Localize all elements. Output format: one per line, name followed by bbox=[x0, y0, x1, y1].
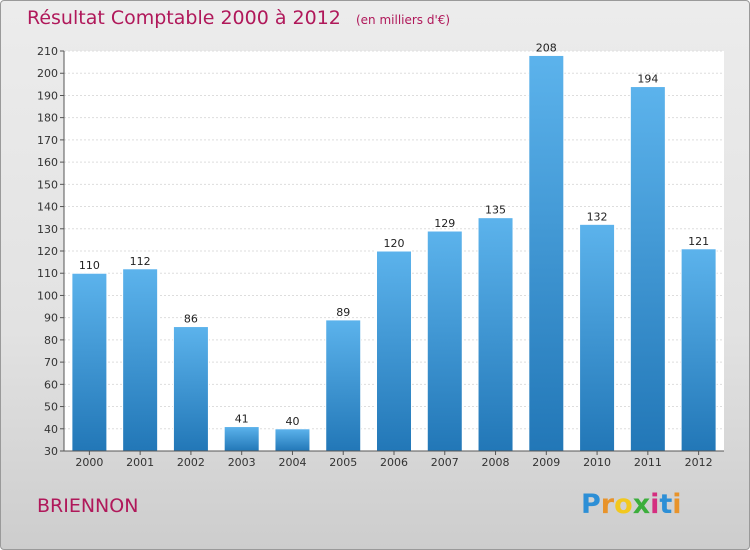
data-label-2007: 129 bbox=[434, 217, 455, 230]
town-name: BRIENNON bbox=[37, 495, 139, 517]
bar-2004 bbox=[274, 428, 311, 452]
bar-2009 bbox=[528, 54, 565, 452]
y-tick-label: 140 bbox=[37, 201, 58, 214]
data-label-2009: 208 bbox=[536, 41, 557, 54]
data-label-2004: 40 bbox=[285, 415, 299, 428]
y-tick-label: 120 bbox=[37, 245, 58, 258]
data-label-2002: 86 bbox=[184, 313, 198, 326]
data-label-2001: 112 bbox=[130, 255, 151, 268]
x-tick-label: 2006 bbox=[380, 456, 408, 469]
chart-title: Résultat Comptable 2000 à 2012 bbox=[27, 7, 341, 29]
data-label-2012: 121 bbox=[688, 235, 709, 248]
chart-subtitle: (en milliers d'€) bbox=[355, 13, 451, 27]
logo-letter: P bbox=[581, 489, 601, 520]
data-label-2008: 135 bbox=[485, 204, 506, 217]
y-tick-label: 170 bbox=[37, 134, 58, 147]
y-tick-label: 210 bbox=[37, 45, 58, 58]
data-label-2011: 194 bbox=[637, 73, 658, 86]
y-tick-label: 60 bbox=[44, 378, 58, 391]
data-label-2003: 41 bbox=[235, 413, 249, 426]
y-tick-label: 190 bbox=[37, 89, 58, 102]
data-label-2006: 120 bbox=[384, 237, 405, 250]
x-tick-label: 2009 bbox=[532, 456, 560, 469]
x-tick-label: 2005 bbox=[329, 456, 357, 469]
axes: 30 40 50 60 70 80 90 100 110 120 130 140 150 160 170 18… bbox=[37, 45, 724, 469]
bar-2001 bbox=[122, 268, 159, 452]
x-tick-label: 2012 bbox=[685, 456, 713, 469]
y-tick-label: 30 bbox=[44, 445, 58, 458]
data-label-2010: 132 bbox=[587, 210, 608, 223]
logo-letter: o bbox=[614, 489, 633, 520]
x-tick-label: 2001 bbox=[126, 456, 154, 469]
y-tick-label: 50 bbox=[44, 401, 58, 414]
logo-letter: i bbox=[672, 489, 682, 520]
x-tick-label: 2000 bbox=[75, 456, 103, 469]
logo-letter: i bbox=[650, 489, 660, 520]
x-tick-label: 2007 bbox=[431, 456, 459, 469]
bar-2000 bbox=[71, 272, 108, 452]
x-tick-label: 2004 bbox=[278, 456, 306, 469]
data-label-2000: 110 bbox=[79, 259, 100, 272]
y-tick-label: 130 bbox=[37, 223, 58, 236]
proxiti-logo: Proxiti bbox=[581, 489, 682, 520]
y-tick-label: 90 bbox=[44, 312, 58, 325]
bar-2012 bbox=[680, 248, 717, 452]
x-tick-label: 2002 bbox=[177, 456, 205, 469]
y-tick-label: 110 bbox=[37, 267, 58, 280]
y-tick-label: 150 bbox=[37, 178, 58, 191]
logo-letter: r bbox=[600, 489, 615, 520]
x-tick-label: 2010 bbox=[583, 456, 611, 469]
y-tick-label: 160 bbox=[37, 156, 58, 169]
data-label-2005: 89 bbox=[336, 306, 350, 319]
x-tick-label: 2011 bbox=[634, 456, 662, 469]
bar-2002 bbox=[172, 326, 209, 452]
x-tick-label: 2008 bbox=[482, 456, 510, 469]
y-tick-label: 40 bbox=[44, 423, 58, 436]
bar-2007 bbox=[426, 230, 463, 452]
logo-letter: x bbox=[632, 489, 651, 520]
bar-2011 bbox=[629, 86, 666, 452]
y-tick-label: 200 bbox=[37, 67, 58, 80]
bar-2003 bbox=[223, 426, 260, 452]
bar-2010 bbox=[579, 223, 616, 452]
x-tick-label: 2003 bbox=[228, 456, 256, 469]
logo-letter: t bbox=[659, 489, 673, 520]
y-tick-label: 100 bbox=[37, 289, 58, 302]
bar-2005 bbox=[325, 319, 362, 452]
bar-2008 bbox=[477, 217, 514, 452]
bar-2006 bbox=[376, 250, 412, 452]
title-block: Résultat Comptable 2000 à 2012 (en milli… bbox=[27, 7, 450, 29]
y-tick-label: 80 bbox=[44, 334, 58, 347]
y-tick-label: 70 bbox=[44, 356, 58, 369]
y-tick-label: 180 bbox=[37, 112, 58, 125]
